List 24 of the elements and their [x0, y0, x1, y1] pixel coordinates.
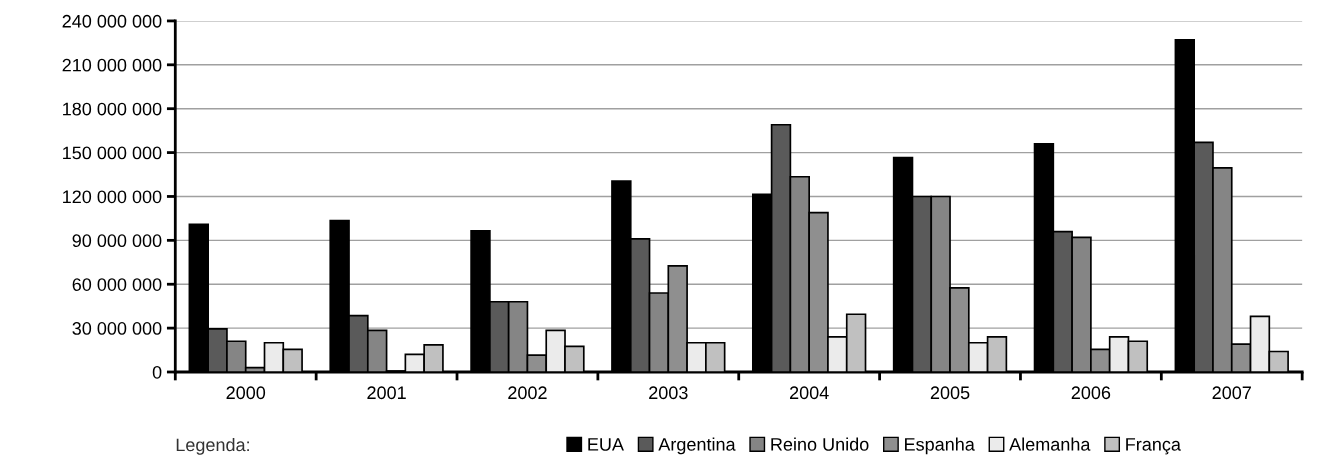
legend-label: Argentina — [658, 437, 736, 455]
y-tick-label: 30 000 000 — [72, 322, 162, 335]
x-tick-label: 2005 — [930, 386, 970, 400]
x-tick-label: 2000 — [226, 386, 266, 400]
x-tick-label: 2001 — [367, 386, 406, 400]
y-tick-label: 0 — [152, 365, 162, 379]
x-tick-label: 2006 — [1071, 386, 1111, 400]
x-tick-label: 2003 — [649, 386, 688, 400]
legend-label: Reino Unido — [771, 437, 869, 451]
legend-label: Alemanha — [1009, 437, 1091, 451]
y-tick-label: 120 000 000 — [63, 190, 162, 204]
legend-label: EUA — [588, 438, 624, 451]
y-tick-label: 240 000 000 — [62, 14, 162, 28]
x-tick-label: 2004 — [790, 386, 829, 400]
y-tick-label: 150 000 000 — [63, 146, 162, 160]
x-tick-label: 2007 — [1212, 386, 1251, 400]
legend-title: Legenda: — [176, 437, 249, 455]
y-tick-label: 210 000 000 — [62, 58, 162, 72]
legend-label: França — [1126, 438, 1181, 455]
legend-label: Espanha — [905, 437, 975, 455]
y-tick-label: 90 000 000 — [72, 234, 162, 248]
y-tick-label: 60 000 000 — [72, 278, 162, 291]
x-tick-label: 2002 — [508, 386, 547, 400]
y-tick-label: 180 000 000 — [63, 102, 162, 116]
